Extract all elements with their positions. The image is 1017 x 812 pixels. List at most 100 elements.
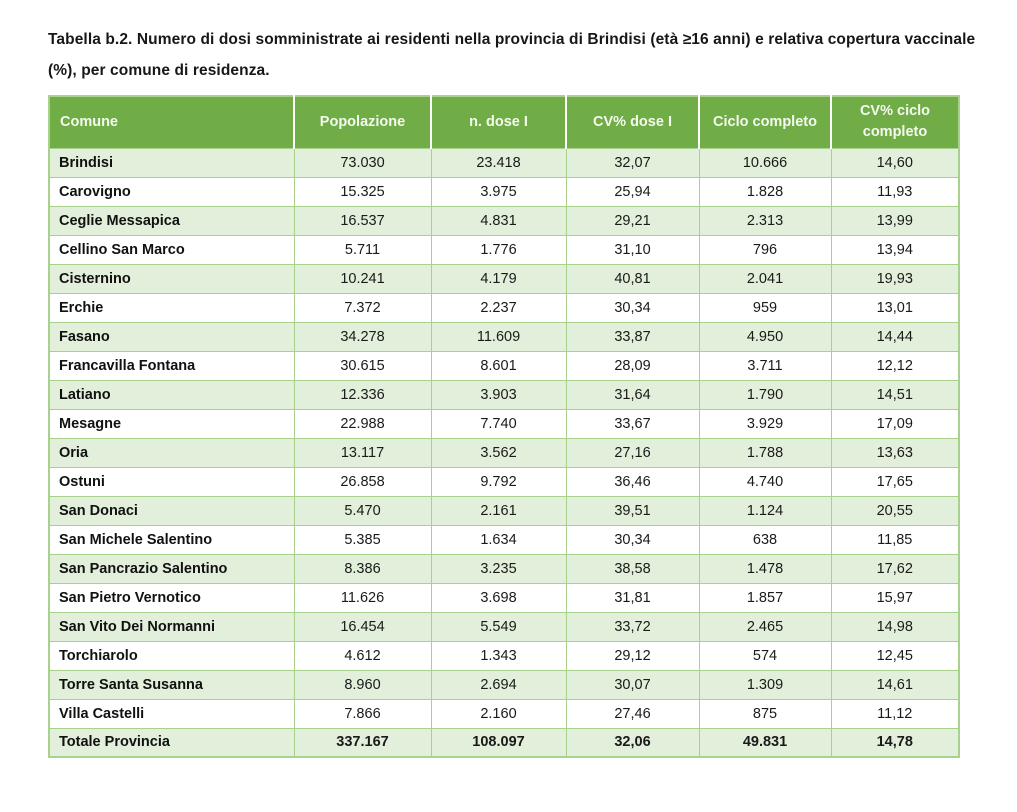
value-cell: 13.117: [293, 437, 432, 468]
value-cell: 1.343: [430, 640, 567, 671]
value-cell: 12.336: [293, 379, 432, 410]
header-row: Comune Popolazione n. dose I CV% dose I Cicl…: [49, 96, 959, 149]
column-header-3: CV% dose I: [565, 96, 699, 149]
value-cell: 14,60: [830, 147, 960, 178]
value-cell: 5.711: [293, 234, 432, 265]
value-cell: 27,16: [565, 437, 700, 468]
value-cell: 14,44: [830, 321, 960, 352]
value-cell: 875: [698, 698, 832, 729]
value-cell: 3.975: [430, 176, 567, 207]
comune-cell: Carovigno: [48, 176, 295, 207]
value-cell: 1.857: [698, 582, 832, 613]
value-cell: 11,12: [830, 698, 960, 729]
value-cell: 1.309: [698, 669, 832, 700]
value-cell: 3.929: [698, 408, 832, 439]
table-body: Brindisi 73.030 23.418 32,07 10.666 14,60 Caro…: [48, 147, 960, 758]
value-cell: 5.470: [293, 495, 432, 526]
comune-cell: Cellino San Marco: [48, 234, 295, 265]
value-cell: 2.694: [430, 669, 567, 700]
table-row: Torre Santa Susanna 8.960 2.694 30,07 1.309 1…: [48, 669, 960, 700]
table-row: Brindisi 73.030 23.418 32,07 10.666 14,60: [48, 147, 960, 178]
column-header-4: Ciclo completo: [698, 96, 831, 149]
value-cell: 13,63: [830, 437, 960, 468]
value-cell: 14,61: [830, 669, 960, 700]
value-cell: 49.831: [698, 727, 832, 758]
value-cell: 27,46: [565, 698, 700, 729]
value-cell: 1.124: [698, 495, 832, 526]
value-cell: 16.454: [293, 611, 432, 642]
column-header-0: Comune: [49, 96, 294, 149]
value-cell: 30,34: [565, 292, 700, 323]
table-row: Ostuni 26.858 9.792 36,46 4.740 17,65: [48, 466, 960, 497]
value-cell: 2.465: [698, 611, 832, 642]
value-cell: 574: [698, 640, 832, 671]
value-cell: 8.386: [293, 553, 432, 584]
table-caption: Tabella b.2. Numero di dosi somministrat…: [48, 31, 976, 79]
value-cell: 7.740: [430, 408, 567, 439]
value-cell: 5.385: [293, 524, 432, 555]
value-cell: 33,87: [565, 321, 700, 352]
value-cell: 73.030: [293, 147, 432, 178]
value-cell: 3.235: [430, 553, 567, 584]
value-cell: 12,45: [830, 640, 960, 671]
value-cell: 39,51: [565, 495, 700, 526]
table-row: Ceglie Messapica 16.537 4.831 29,21 2.313 13,…: [48, 205, 960, 236]
value-cell: 11.626: [293, 582, 432, 613]
table-row: San Vito Dei Normanni 16.454 5.549 33,72 2.4…: [48, 611, 960, 642]
value-cell: 17,62: [830, 553, 960, 584]
value-cell: 2.313: [698, 205, 832, 236]
comune-cell: Francavilla Fontana: [48, 350, 295, 381]
value-cell: 31,10: [565, 234, 700, 265]
table-row: Cisternino 10.241 4.179 40,81 2.041 19,93: [48, 263, 960, 294]
value-cell: 33,72: [565, 611, 700, 642]
value-cell: 2.041: [698, 263, 832, 294]
table-row: Villa Castelli 7.866 2.160 27,46 875 11,12: [48, 698, 960, 729]
table-row: Latiano 12.336 3.903 31,64 1.790 14,51: [48, 379, 960, 410]
value-cell: 29,21: [565, 205, 700, 236]
value-cell: 796: [698, 234, 832, 265]
value-cell: 23.418: [430, 147, 567, 178]
value-cell: 15,97: [830, 582, 960, 613]
value-cell: 22.988: [293, 408, 432, 439]
value-cell: 3.698: [430, 582, 567, 613]
value-cell: 8.960: [293, 669, 432, 700]
value-cell: 8.601: [430, 350, 567, 381]
table-row: Erchie 7.372 2.237 30,34 959 13,01: [48, 292, 960, 323]
comune-cell: San Michele Salentino: [48, 524, 295, 555]
comune-cell: San Pancrazio Salentino: [48, 553, 295, 584]
table-row: Carovigno 15.325 3.975 25,94 1.828 11,93: [48, 176, 960, 207]
value-cell: 29,12: [565, 640, 700, 671]
value-cell: 17,09: [830, 408, 960, 439]
value-cell: 337.167: [293, 727, 432, 758]
value-cell: 7.866: [293, 698, 432, 729]
value-cell: 3.711: [698, 350, 832, 381]
value-cell: 30.615: [293, 350, 432, 381]
value-cell: 15.325: [293, 176, 432, 207]
table-row: San Pietro Vernotico 11.626 3.698 31,81 1.85…: [48, 582, 960, 613]
value-cell: 11,93: [830, 176, 960, 207]
value-cell: 11,85: [830, 524, 960, 555]
value-cell: 32,06: [565, 727, 700, 758]
value-cell: 3.562: [430, 437, 567, 468]
value-cell: 7.372: [293, 292, 432, 323]
value-cell: 13,01: [830, 292, 960, 323]
value-cell: 2.160: [430, 698, 567, 729]
comune-cell: Mesagne: [48, 408, 295, 439]
comune-cell: Torchiarolo: [48, 640, 295, 671]
value-cell: 26.858: [293, 466, 432, 497]
value-cell: 108.097: [430, 727, 567, 758]
value-cell: 30,07: [565, 669, 700, 700]
value-cell: 10.241: [293, 263, 432, 294]
column-header-5: CV% ciclo completo: [830, 96, 959, 149]
value-cell: 31,64: [565, 379, 700, 410]
table-row: Fasano 34.278 11.609 33,87 4.950 14,44: [48, 321, 960, 352]
vaccination-coverage-table: Comune Popolazione n. dose I CV% dose I Cicl…: [48, 95, 960, 758]
value-cell: 2.161: [430, 495, 567, 526]
value-cell: 38,58: [565, 553, 700, 584]
value-cell: 4.740: [698, 466, 832, 497]
value-cell: 959: [698, 292, 832, 323]
comune-cell: San Vito Dei Normanni: [48, 611, 295, 642]
table-row: San Pancrazio Salentino 8.386 3.235 38,58 1.…: [48, 553, 960, 584]
value-cell: 14,98: [830, 611, 960, 642]
comune-cell: Brindisi: [48, 147, 295, 178]
